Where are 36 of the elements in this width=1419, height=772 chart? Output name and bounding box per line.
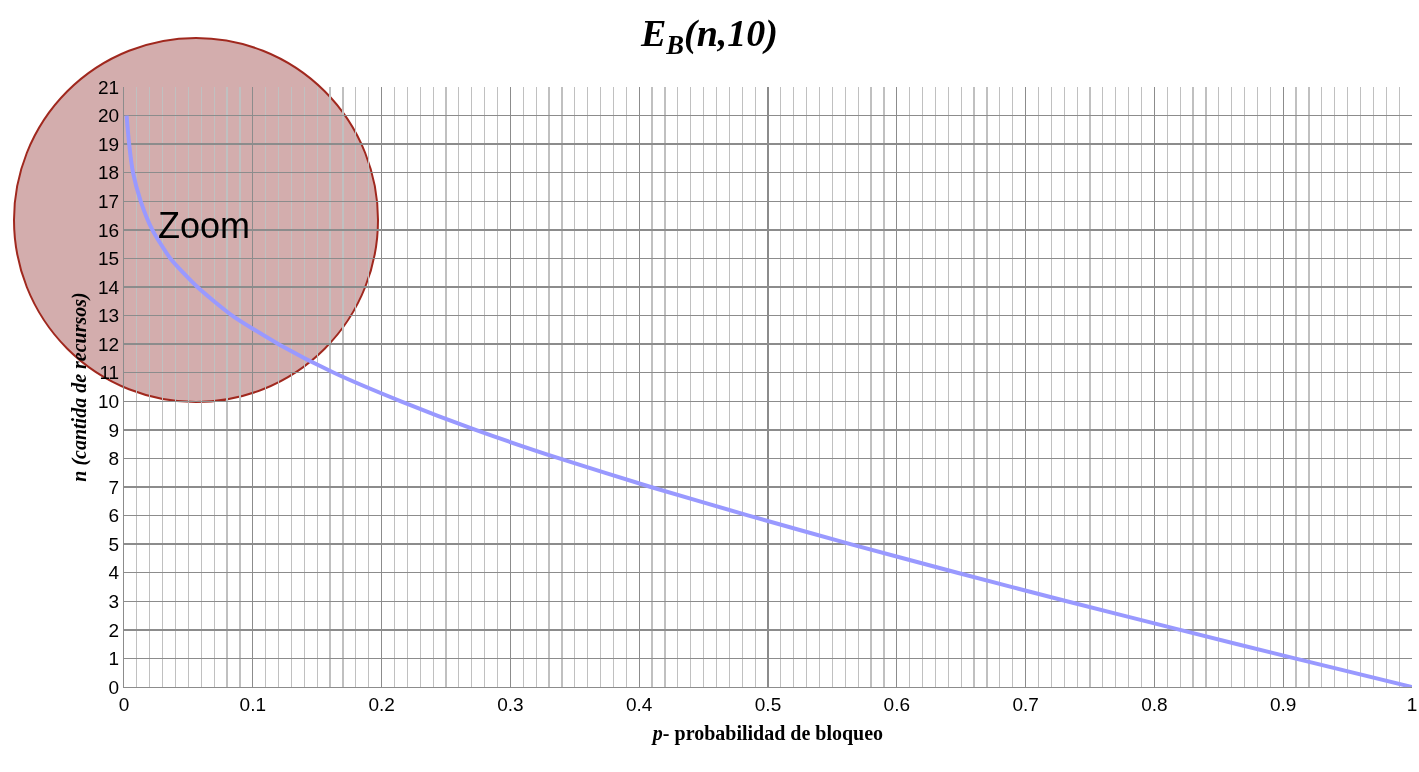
y-axis-title: n (cantida de recursos) [67,292,91,482]
y-tick-label: 21 [98,76,120,98]
y-tick-label: 1 [108,648,120,670]
y-tick-label: 14 [98,276,120,298]
y-tick-label: 2 [108,619,120,641]
y-tick-label: 18 [98,162,120,184]
x-tick-label: 0.5 [754,693,782,715]
chart-title: E$_{B}$(n,10) [639,11,779,60]
x-tick-label: 0.4 [625,693,653,715]
y-tick-label: 17 [98,190,120,212]
y-tick-label: 11 [99,362,120,384]
y-tick-label: 6 [108,505,120,527]
x-tick-label: 0.1 [239,693,267,715]
y-tick-label: 15 [98,248,120,270]
y-tick-label: 12 [98,333,120,355]
x-tick-label: 0.6 [883,693,911,715]
y-tick-label: 16 [98,219,120,241]
y-tick-label: 9 [108,419,120,441]
y-tick-label: 3 [108,590,120,612]
y-tick-label: 5 [108,533,120,555]
y-tick-label: 19 [98,133,120,155]
x-axis-title: p- probabilidad de bloqueo [650,722,884,746]
x-tick-label: 1 [1406,693,1418,715]
y-tick-label: 13 [98,305,120,327]
x-tick-label: 0.3 [497,693,524,715]
x-tick-label: 0.7 [1012,693,1039,715]
x-tick-label: 0.9 [1269,693,1297,715]
y-tick-label: 4 [108,562,120,584]
y-tick-label: 10 [98,390,120,412]
y-tick-label: 7 [108,476,120,498]
y-tick-label: 8 [108,448,120,470]
x-tick-label: 0.2 [368,693,395,715]
annotation: Zoom [158,205,251,246]
y-tick-label: 0 [108,676,120,698]
x-tick-label: 0.8 [1141,693,1168,715]
y-tick-label: 20 [98,105,120,127]
